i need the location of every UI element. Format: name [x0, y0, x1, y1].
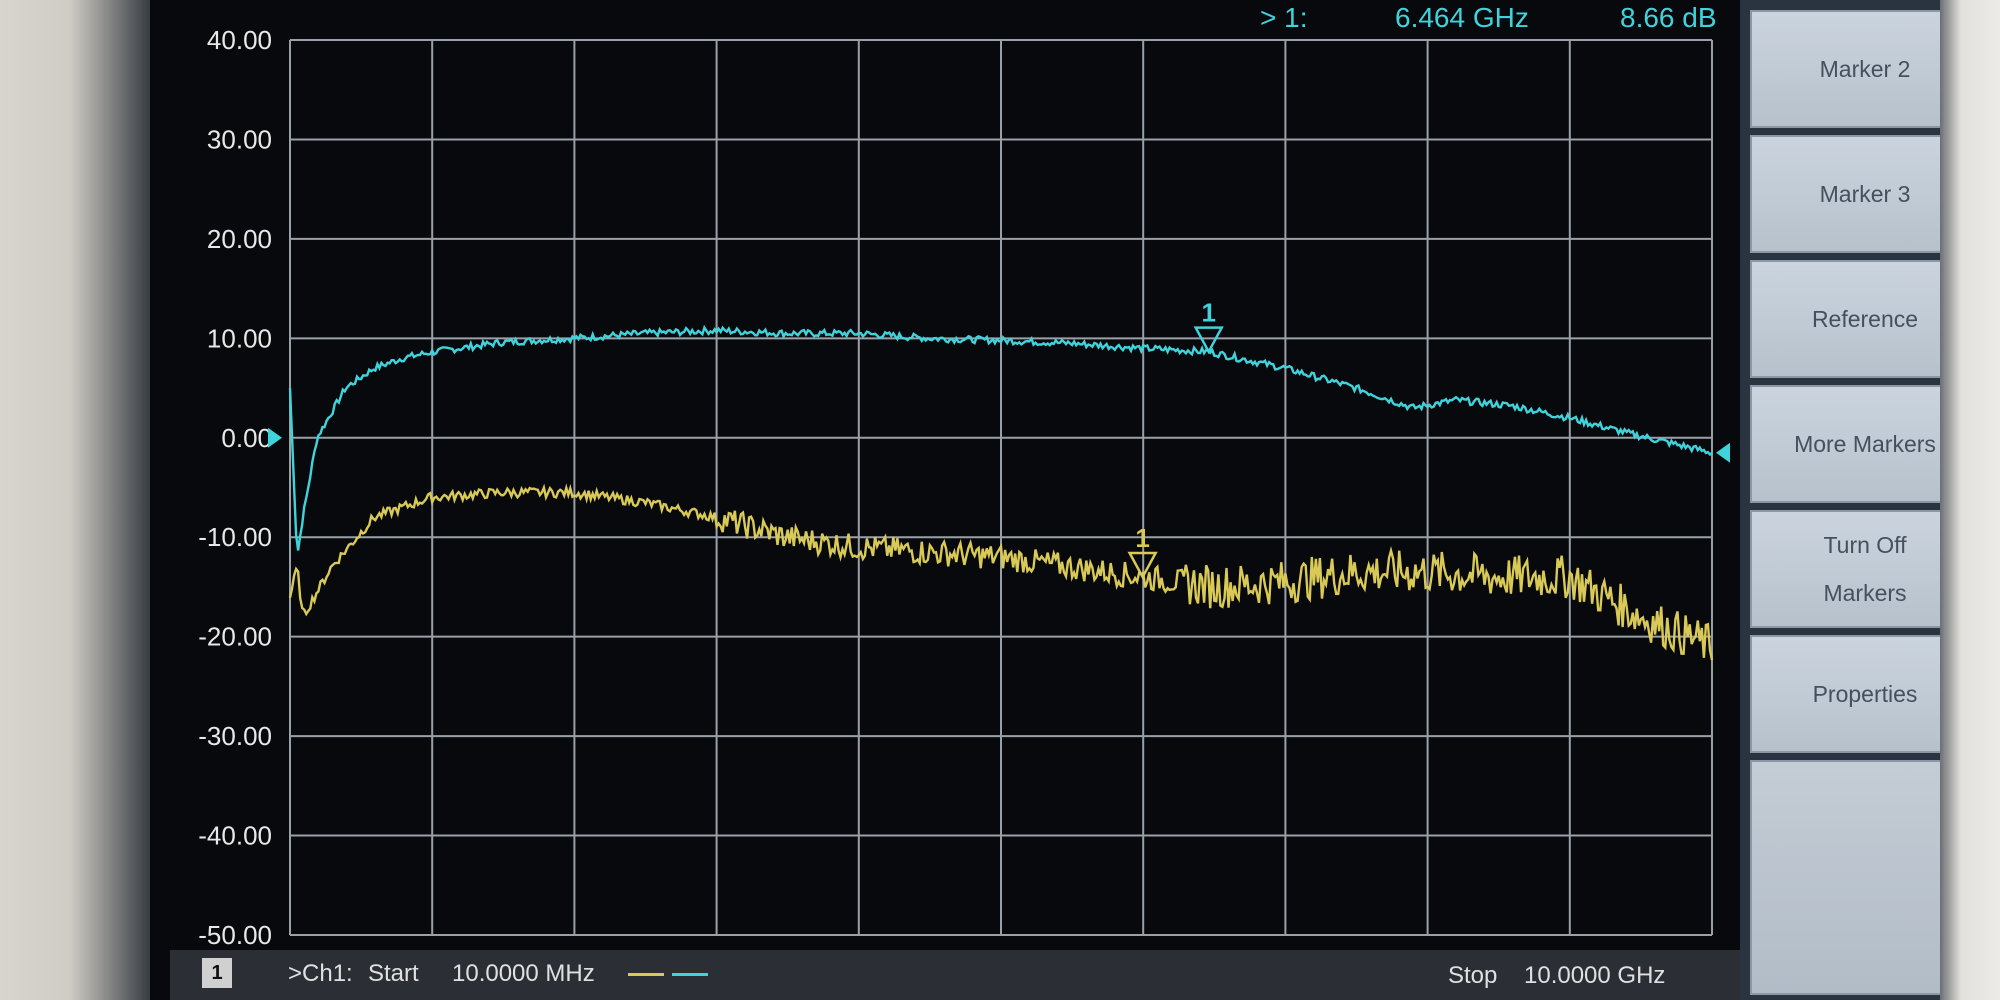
- legend-yellow-trace: [628, 973, 664, 976]
- marker-label: 1: [1135, 523, 1149, 553]
- softkey-marker-3[interactable]: Marker 3: [1750, 135, 1950, 253]
- marker-triangle: [1127, 551, 1158, 580]
- trace-line: [288, 324, 1713, 551]
- reference-arrow-left: [268, 427, 282, 448]
- softkey-marker-2[interactable]: Marker 2: [1750, 10, 1950, 128]
- y-tick-label: 20.00: [207, 224, 272, 254]
- softkey-panel: Marker 2 Marker 3 Reference More Markers…: [1740, 0, 1955, 1000]
- trace-line: [288, 483, 1714, 661]
- marker-readout-id: > 1:: [1260, 2, 1308, 33]
- softkey-turn-off-markers[interactable]: Turn Off Markers: [1750, 510, 1950, 628]
- y-tick-label: 30.00: [207, 124, 272, 154]
- softkey-more-markers[interactable]: More Markers: [1750, 385, 1950, 503]
- monitor-bezel-left: [0, 0, 175, 1000]
- marker-triangle: [1193, 326, 1224, 355]
- legend-cyan-trace: [672, 973, 708, 976]
- status-footer: 1 >Ch1: Start 10.0000 MHz Stop 10.0000 G…: [170, 950, 1740, 1000]
- channel-label: >Ch1:: [288, 960, 353, 987]
- y-tick-label: 0.00: [221, 423, 272, 453]
- start-label: Start: [368, 960, 419, 987]
- y-tick-label: 10.00: [207, 323, 272, 353]
- stop-label: Stop: [1448, 962, 1498, 989]
- analyzer-screen: [150, 0, 1960, 1000]
- marker-readout-value: 8.66 dB: [1620, 2, 1717, 33]
- y-tick-label: -10.00: [198, 522, 272, 552]
- marker-readout-freq: 6.464 GHz: [1395, 2, 1529, 33]
- window-number-badge: 1: [202, 958, 232, 988]
- y-tick-label: -20.00: [198, 622, 272, 652]
- y-tick-label: -30.00: [198, 721, 272, 751]
- softkey-properties[interactable]: Properties: [1750, 635, 1950, 753]
- y-tick-label: -50.00: [198, 920, 272, 950]
- y-tick-label: -40.00: [198, 821, 272, 851]
- marker-label: 1: [1201, 298, 1215, 328]
- softkey-reference[interactable]: Reference: [1750, 260, 1950, 378]
- monitor-bezel-right: [1940, 0, 2000, 1000]
- softkey-empty[interactable]: [1750, 760, 1950, 995]
- reference-arrow-right: [1716, 442, 1730, 463]
- y-tick-label: 40.00: [207, 25, 272, 55]
- start-value: 10.0000 MHz: [452, 960, 595, 987]
- stop-value: 10.0000 GHz: [1524, 962, 1666, 989]
